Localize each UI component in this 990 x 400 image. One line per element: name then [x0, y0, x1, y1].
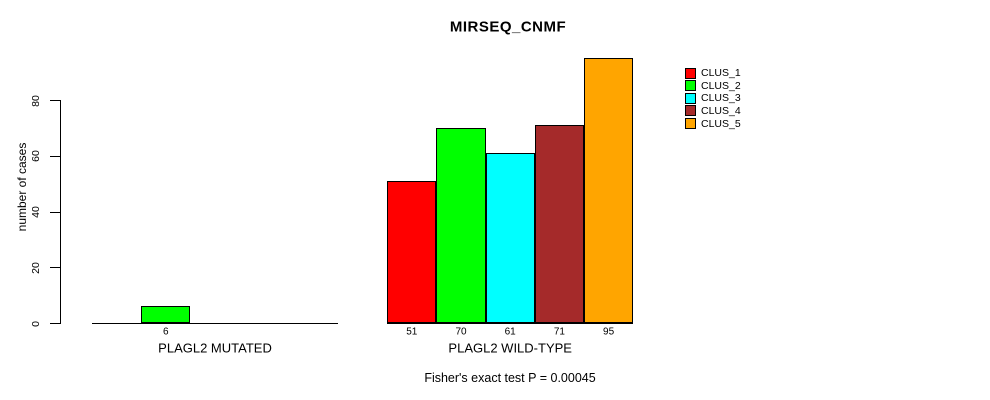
bar-value-label: 61 [504, 326, 516, 338]
y-tick-label: 20 [30, 261, 42, 274]
bar-clus_5 [584, 58, 633, 323]
bar-clus_4 [535, 125, 584, 323]
y-tick [50, 211, 60, 213]
y-tick [50, 100, 60, 101]
bar-clus_2 [436, 127, 486, 323]
bar-clus_2 [141, 306, 190, 323]
group-baseline [92, 323, 338, 324]
y-axis-line [60, 100, 61, 324]
y-tick-label: 0 [30, 320, 42, 327]
bar-clus_1 [387, 180, 436, 323]
y-tick [50, 323, 60, 324]
bar-value-label: 95 [603, 326, 615, 338]
y-tick-label: 40 [30, 206, 42, 218]
y-tick-label: 60 [30, 150, 42, 163]
bar-value-label: 6 [163, 326, 169, 338]
bar-clus_3 [486, 152, 535, 323]
footer-annotation: Fisher's exact test P = 0.00045 [424, 371, 596, 385]
y-tick [50, 267, 60, 269]
y-tick-label: 80 [30, 94, 42, 107]
bar-value-label: 51 [406, 326, 418, 338]
y-tick [50, 155, 60, 157]
chart-title: MIRSEQ_CNMF [449, 18, 567, 36]
bar-value-label: 70 [455, 326, 467, 338]
group-label: PLAGL2 WILD-TYPE [448, 340, 572, 356]
group-label: PLAGL2 MUTATED [158, 340, 272, 356]
group-baseline [387, 323, 634, 324]
bar-value-label: 71 [553, 326, 565, 338]
